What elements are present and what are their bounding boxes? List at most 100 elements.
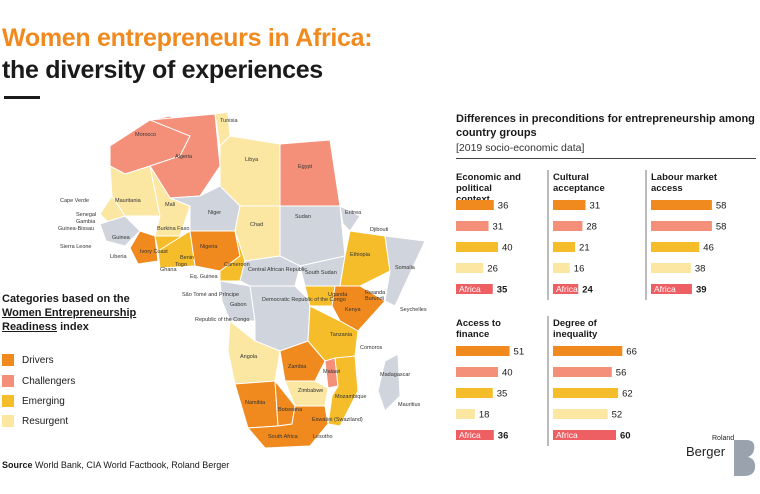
panel-title: Economic and [456, 172, 521, 183]
panel-title: political [456, 183, 492, 194]
region-zimbabwe [284, 380, 329, 407]
panel-title: Labour market [651, 172, 718, 183]
panel-title: Degree of [553, 318, 598, 329]
title-rule [4, 96, 40, 99]
map-label: Uganda [328, 292, 348, 298]
bar-value-label: 60 [620, 431, 631, 442]
map-label: Guinea-Bissau [58, 226, 94, 232]
bar [553, 346, 623, 356]
bar [456, 284, 493, 294]
bar [553, 221, 583, 231]
logo-bottom-text: Berger [686, 444, 726, 459]
map-label: Mauritius [398, 402, 421, 408]
bar [456, 430, 494, 440]
bar-value-label: 26 [487, 264, 498, 275]
bar-value-label: 51 [514, 347, 525, 358]
bar [456, 346, 510, 356]
region-ivory-coast [129, 230, 159, 265]
map-label: Gambia [76, 219, 96, 225]
bar-value-label: 58 [716, 222, 727, 233]
chart-title: Differences in preconditions for entrepr… [456, 113, 755, 139]
bar [456, 200, 494, 210]
bar-value-label: 39 [696, 285, 707, 296]
legend-item-challengers: Challengers [2, 375, 75, 387]
panel-title: acceptance [553, 183, 605, 194]
region-mozambique [327, 355, 359, 427]
bar [651, 242, 700, 252]
map-label: Morocco [135, 132, 156, 138]
bar-value-label: 35 [497, 389, 508, 400]
chart-top-rule [456, 158, 756, 159]
bar [553, 367, 612, 377]
map-label: Ghana [160, 267, 177, 273]
map-label: Nigeria [200, 244, 218, 250]
bar-value-label: 58 [716, 201, 727, 212]
bar [553, 263, 570, 273]
bar-category-label: Africa [556, 430, 578, 440]
map-label: Zimbabwe [298, 388, 323, 394]
region-madagascar [377, 353, 401, 412]
bar-value-label: 40 [502, 243, 513, 254]
legend-swatch [2, 375, 14, 387]
map-label: Ivory Coast [140, 249, 168, 255]
bar-value-label: 56 [616, 368, 627, 379]
map-label: Eswatini (Swaziland) [312, 417, 363, 423]
panel-title: inequality [553, 329, 598, 340]
panel-title: Access to [456, 318, 501, 329]
bar [651, 284, 692, 294]
bar [456, 242, 498, 252]
bar [456, 367, 498, 377]
legend-label: Resurgent [22, 415, 69, 427]
region-zambia [279, 340, 326, 382]
legend-swatch [2, 395, 14, 407]
region-gabon-congo [219, 280, 256, 322]
source-text: World Bank, CIA World Factbook, Roland B… [32, 460, 230, 470]
title-line-1: Women entrepreneurs in Africa: [2, 24, 373, 52]
bar-value-label: 66 [626, 347, 637, 358]
legend-label: Challengers [22, 375, 76, 387]
bar [456, 263, 484, 273]
bar [456, 221, 489, 231]
legend-title: Categories based on the Women Entreprene… [2, 292, 142, 334]
bar-category-label: Africa [556, 284, 578, 294]
map-label: Burundi [365, 296, 384, 302]
map-label: Zambia [288, 364, 307, 370]
bar-value-label: 28 [586, 222, 597, 233]
map-label: Malawi [323, 369, 340, 375]
legend-title-part: Categories based on the [2, 293, 130, 305]
map-label: Sudan [295, 214, 311, 220]
map-label: Republic of the Congo [195, 317, 249, 323]
bar-value-label: 40 [502, 368, 513, 379]
map-label: Madagascar [380, 372, 410, 378]
panel-title: context [456, 194, 491, 205]
map-label: Mauritania [115, 198, 142, 204]
map-label: Democratic Republic of the Congo [262, 297, 346, 303]
bar [651, 221, 712, 231]
map-label: Eritrea [345, 210, 362, 216]
bar-value-label: 24 [582, 285, 593, 296]
region-somalia [384, 235, 426, 307]
map-label: South Sudan [305, 270, 337, 276]
map-label: Chad [250, 222, 263, 228]
map-label: Rwanda [365, 290, 386, 296]
bar-value-label: 38 [695, 264, 706, 275]
legend-label: Emerging [22, 395, 65, 407]
roland-berger-logo: Roland Berger [686, 435, 734, 459]
panel-title: access [651, 183, 683, 194]
map-label: Kenya [345, 307, 362, 313]
map-label: Egypt [298, 164, 313, 170]
panel-title: finance [456, 329, 489, 340]
map-label: Niger [208, 210, 221, 216]
bar [553, 409, 608, 419]
map-label: Burkina Faso [157, 226, 189, 232]
bar [553, 242, 576, 252]
map-label: Libya [245, 157, 259, 163]
map-label: Gabon [230, 302, 247, 308]
africa-map: Tunisia Morocco Algeria Libya Egypt Cape… [58, 111, 427, 449]
map-label: Ethiopia [350, 252, 371, 258]
map-label: Comoros [360, 345, 383, 351]
map-label: Cape Verde [60, 198, 89, 204]
bar-value-label: 36 [498, 201, 509, 212]
map-label: Central African Republic [248, 267, 307, 273]
